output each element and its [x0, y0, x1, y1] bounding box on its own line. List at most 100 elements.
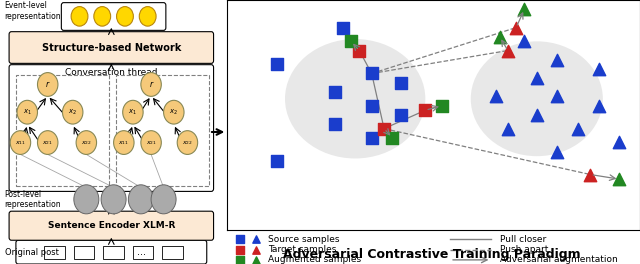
FancyBboxPatch shape: [16, 75, 109, 186]
Circle shape: [123, 100, 143, 124]
FancyBboxPatch shape: [9, 65, 214, 191]
Text: $x_{21}$: $x_{21}$: [145, 139, 157, 147]
Text: Original post: Original post: [4, 248, 58, 257]
Circle shape: [101, 185, 126, 214]
Circle shape: [76, 131, 97, 154]
Point: [367, 103, 377, 108]
Point: [532, 76, 542, 80]
FancyBboxPatch shape: [9, 32, 214, 63]
Text: Adversarial augmentation: Adversarial augmentation: [500, 255, 618, 264]
Point: [594, 103, 604, 108]
Point: [420, 108, 431, 112]
Circle shape: [177, 131, 198, 154]
Text: Pull closer: Pull closer: [500, 235, 546, 244]
Point: [251, 247, 261, 252]
Point: [503, 48, 513, 53]
Point: [234, 258, 244, 262]
Point: [387, 136, 397, 140]
Point: [271, 159, 282, 163]
Text: $x_1$: $x_1$: [23, 108, 32, 117]
Point: [532, 113, 542, 117]
Text: $x_2$: $x_2$: [68, 108, 77, 117]
Point: [346, 39, 356, 44]
FancyBboxPatch shape: [9, 211, 214, 240]
Point: [436, 103, 447, 108]
Point: [552, 94, 563, 98]
Circle shape: [116, 7, 133, 26]
Text: Sentence Encoder XLM-R: Sentence Encoder XLM-R: [47, 221, 175, 230]
FancyBboxPatch shape: [74, 246, 94, 259]
Point: [234, 247, 244, 252]
Text: r: r: [46, 80, 49, 89]
Point: [251, 258, 261, 262]
Circle shape: [10, 131, 31, 154]
Text: r: r: [150, 80, 153, 89]
FancyBboxPatch shape: [133, 246, 154, 259]
Point: [594, 67, 604, 71]
Point: [338, 25, 348, 30]
Text: $x_{22}$: $x_{22}$: [182, 139, 193, 147]
Circle shape: [74, 185, 99, 214]
Circle shape: [38, 73, 58, 96]
Circle shape: [71, 7, 88, 26]
Text: $x_2$: $x_2$: [170, 108, 179, 117]
Circle shape: [63, 100, 83, 124]
Point: [552, 149, 563, 154]
Point: [586, 172, 596, 177]
Ellipse shape: [471, 41, 603, 156]
Point: [573, 126, 583, 131]
Text: Post-level
representation: Post-level representation: [4, 190, 61, 209]
Point: [396, 81, 406, 85]
Circle shape: [164, 100, 184, 124]
Point: [330, 90, 340, 94]
Circle shape: [114, 131, 134, 154]
Point: [354, 48, 364, 53]
Circle shape: [141, 73, 161, 96]
FancyBboxPatch shape: [44, 246, 65, 259]
Text: Source samples: Source samples: [269, 235, 340, 244]
Circle shape: [129, 185, 154, 214]
Circle shape: [140, 7, 156, 26]
FancyBboxPatch shape: [116, 75, 209, 186]
Text: $x_{11}$: $x_{11}$: [118, 139, 129, 147]
Point: [271, 62, 282, 67]
Text: $x_{21}$: $x_{21}$: [42, 139, 53, 147]
Point: [519, 7, 529, 11]
Circle shape: [38, 131, 58, 154]
Circle shape: [151, 185, 176, 214]
Point: [396, 113, 406, 117]
Text: Augmented samples: Augmented samples: [269, 255, 362, 264]
Text: Event-level
representation: Event-level representation: [4, 1, 61, 21]
Circle shape: [94, 7, 111, 26]
FancyBboxPatch shape: [163, 246, 183, 259]
Point: [367, 71, 377, 76]
Text: Structure-based Network: Structure-based Network: [42, 43, 181, 53]
Point: [251, 237, 261, 241]
Point: [234, 237, 244, 241]
FancyBboxPatch shape: [16, 240, 207, 264]
Point: [379, 126, 389, 131]
Point: [614, 177, 625, 181]
Text: $x_{11}$: $x_{11}$: [15, 139, 26, 147]
Point: [490, 94, 500, 98]
Point: [503, 126, 513, 131]
Point: [495, 35, 505, 39]
Text: Push apart: Push apart: [500, 245, 548, 254]
Point: [511, 25, 521, 30]
FancyBboxPatch shape: [104, 246, 124, 259]
Text: ...: ...: [138, 247, 147, 257]
Circle shape: [17, 100, 38, 124]
Text: Conversation thread: Conversation thread: [65, 68, 157, 77]
Circle shape: [141, 131, 161, 154]
Point: [330, 122, 340, 126]
Point: [367, 136, 377, 140]
Text: Target samples: Target samples: [269, 245, 337, 254]
Point: [519, 39, 529, 44]
Point: [552, 58, 563, 62]
FancyBboxPatch shape: [61, 3, 166, 30]
Ellipse shape: [285, 39, 426, 158]
Text: Adversarial Contrastive Training Paradigm: Adversarial Contrastive Training Paradig…: [283, 248, 581, 261]
Text: $x_1$: $x_1$: [129, 108, 138, 117]
Point: [614, 140, 625, 144]
Text: $x_{22}$: $x_{22}$: [81, 139, 92, 147]
